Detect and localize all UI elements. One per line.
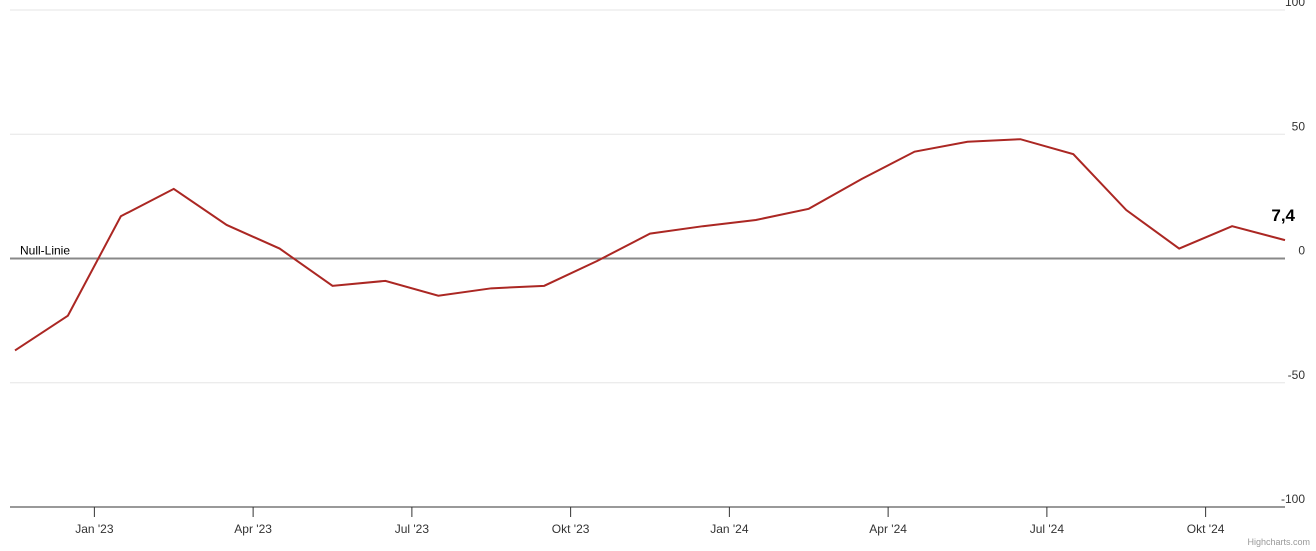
x-tick-label: Jan '24 (710, 522, 749, 536)
x-tick-label: Jan '23 (75, 522, 114, 536)
y-tick-label: 100 (1285, 0, 1305, 9)
data-line (14, 138, 1286, 352)
x-tick-label: Apr '24 (869, 522, 907, 536)
y-tick-label: -100 (1281, 492, 1305, 506)
y-tick-label: 0 (1298, 244, 1305, 258)
x-tick-label: Okt '23 (552, 522, 590, 536)
plot-line-label: Null-Linie (20, 244, 70, 258)
x-tick-label: Jul '24 (1030, 522, 1065, 536)
y-tick-label: 50 (1292, 119, 1306, 133)
x-tick-label: Jul '23 (395, 522, 430, 536)
y-tick-label: -50 (1288, 368, 1306, 382)
x-tick-label: Okt '24 (1187, 522, 1225, 536)
x-tick-label: Apr '23 (234, 522, 272, 536)
credits: Highcharts.com (1247, 537, 1310, 547)
data-label: 7,4 (1271, 206, 1295, 225)
